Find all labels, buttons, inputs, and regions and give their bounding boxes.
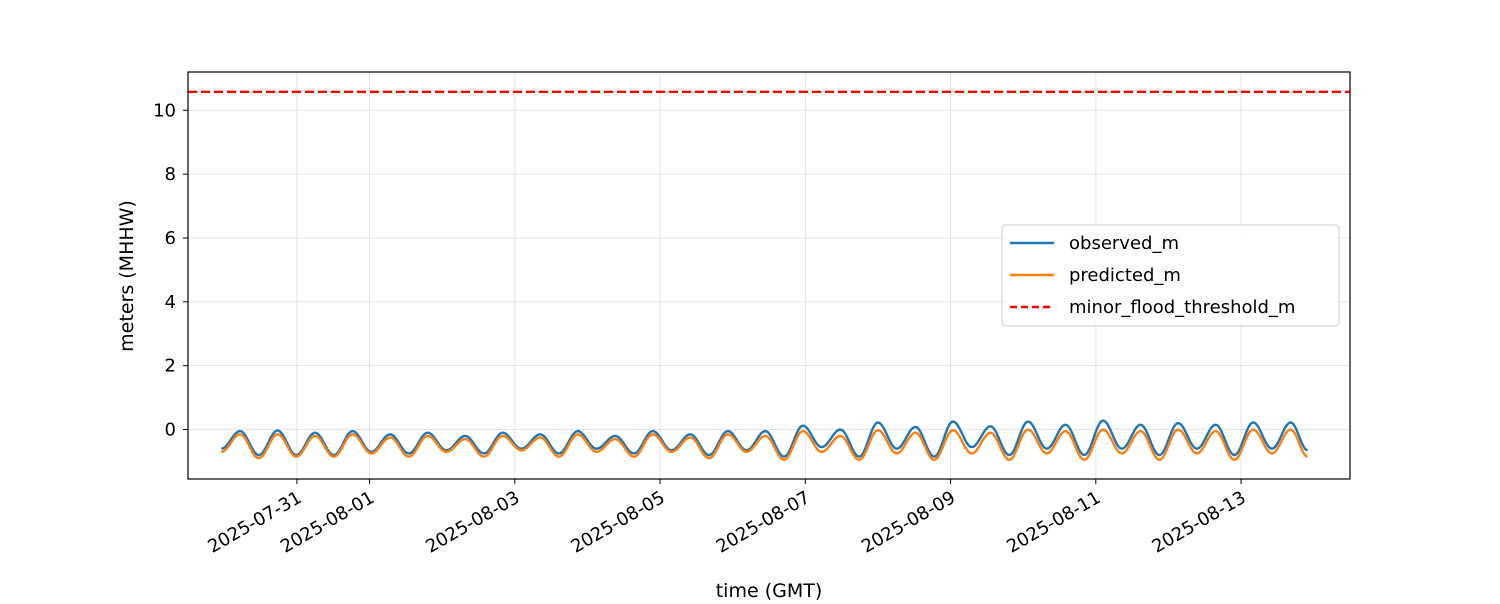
series-predicted-m-line [221, 428, 1308, 462]
y-tick-label: 2 [165, 356, 176, 377]
series-observed-m-line [221, 419, 1308, 458]
legend-label: minor_flood_threshold_m [1069, 297, 1295, 318]
series-layer [188, 90, 1350, 462]
legend-label: observed_m [1069, 233, 1179, 254]
grid-layer [188, 72, 1350, 479]
plot-frame [187, 71, 1351, 480]
y-tick-label: 4 [165, 292, 176, 313]
legend-box [1001, 224, 1340, 327]
y-tick-label: 0 [165, 420, 176, 441]
y-tick-label: 8 [165, 164, 176, 185]
legend-label: predicted_m [1069, 265, 1181, 286]
y-tick-label: 6 [165, 228, 176, 249]
y-axis-label: meters (MHHW) [116, 200, 138, 352]
y-tick-label: 10 [153, 100, 176, 121]
x-axis-label: time (GMT) [716, 580, 823, 600]
legend: observed_m predicted_m minor_flood_thresho… [1001, 224, 1340, 327]
